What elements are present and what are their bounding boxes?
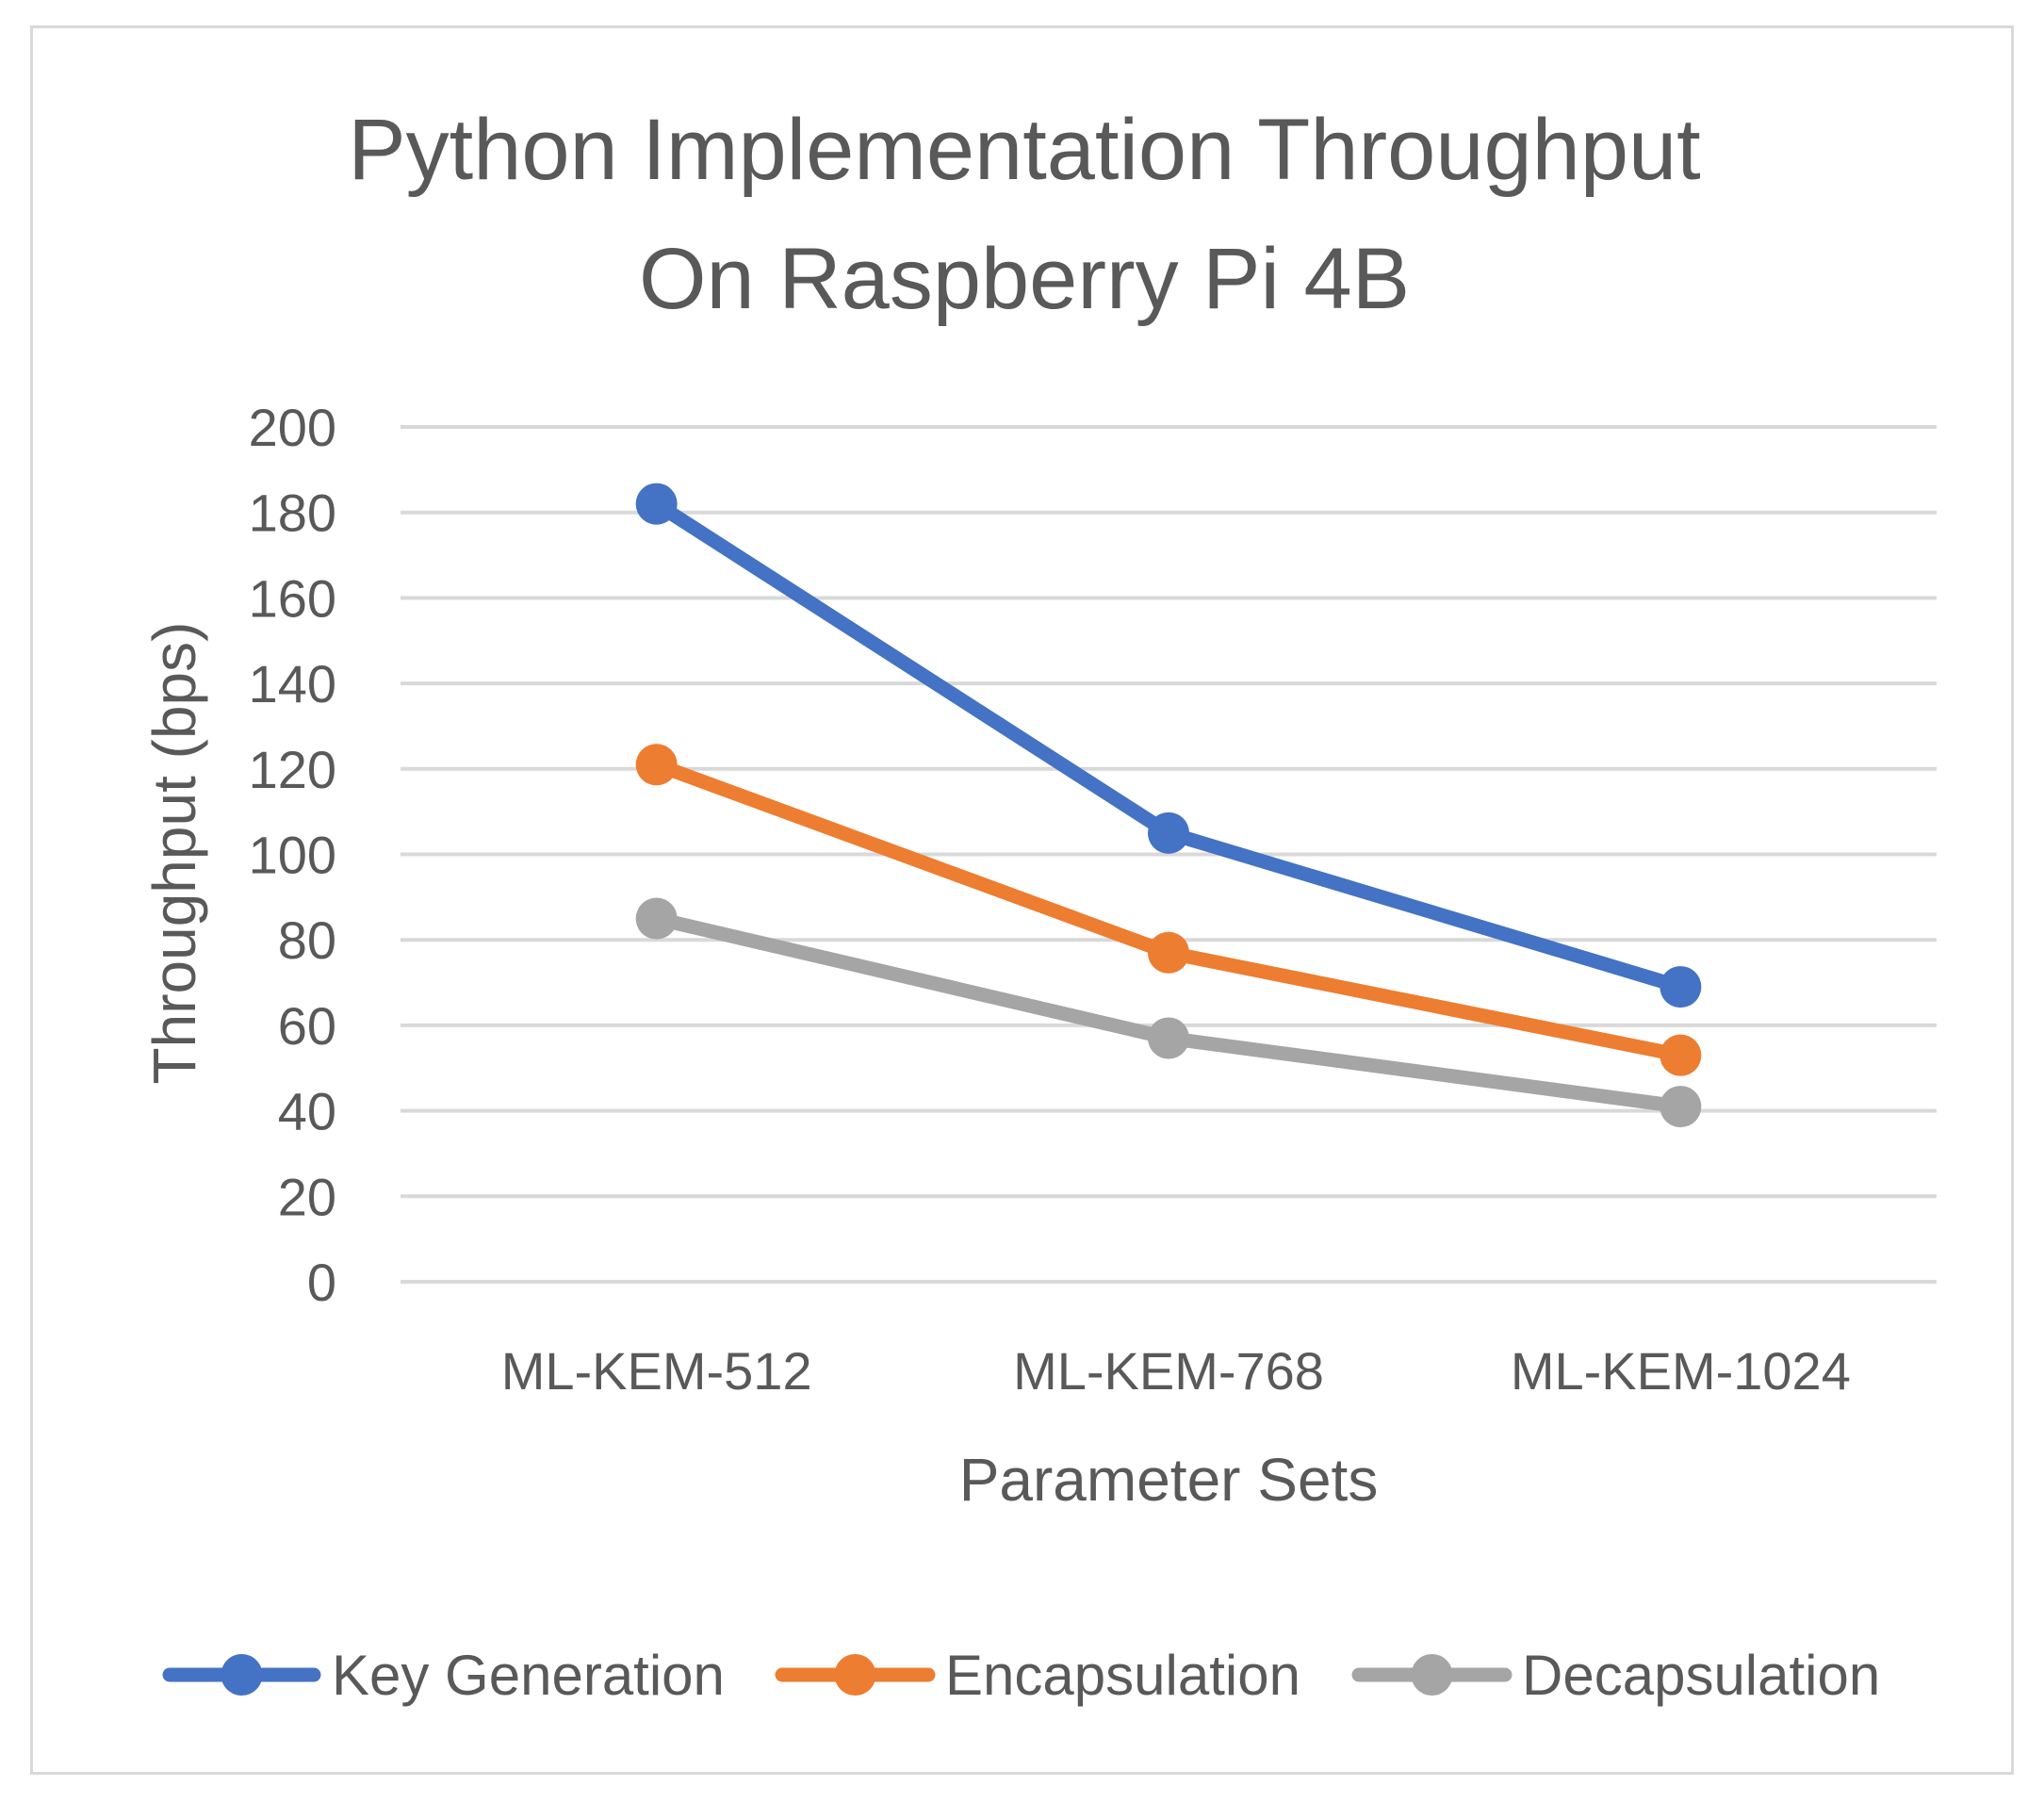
legend-item: Decapsulation xyxy=(1351,1644,1880,1707)
x-axis-title: Parameter Sets xyxy=(959,1446,1379,1514)
y-tick-label: 60 xyxy=(278,996,336,1056)
legend-swatch-marker xyxy=(834,1654,876,1696)
y-tick-label: 100 xyxy=(249,826,336,885)
legend-label: Decapsulation xyxy=(1522,1644,1880,1707)
data-point xyxy=(1660,1034,1702,1076)
data-point xyxy=(1660,1086,1702,1128)
legend-item: Key Generation xyxy=(162,1644,725,1707)
legend-label: Key Generation xyxy=(332,1644,725,1707)
chart-title-line-2: On Raspberry Pi 4B xyxy=(639,231,1410,327)
y-axis-ticks: 0 20 40 60 80 100 120 140 160 180 200 xyxy=(249,398,336,1312)
chart-title-line-1: Python Implementation Throughput xyxy=(348,102,1700,198)
data-point xyxy=(1660,966,1702,1008)
gridlines xyxy=(401,425,1937,1284)
x-tick-label: ML-KEM-512 xyxy=(501,1341,812,1401)
data-point xyxy=(1148,811,1189,854)
y-tick-label: 180 xyxy=(249,484,336,543)
y-tick-label: 160 xyxy=(249,568,336,628)
legend-swatch-marker xyxy=(221,1654,263,1696)
x-tick-label: ML-KEM-1024 xyxy=(1511,1341,1851,1401)
x-tick-label: ML-KEM-768 xyxy=(1013,1341,1324,1401)
x-axis-ticks: ML-KEM-512 ML-KEM-768 ML-KEM-1024 xyxy=(501,1341,1851,1401)
chart-title: Python Implementation Throughput On Rasp… xyxy=(348,102,1700,327)
series-decapsulation xyxy=(635,897,1702,1128)
y-tick-label: 200 xyxy=(249,398,336,457)
series-line xyxy=(649,497,1688,994)
y-tick-label: 20 xyxy=(278,1167,336,1226)
y-tick-label: 80 xyxy=(278,910,336,970)
y-tick-label: 120 xyxy=(249,740,336,799)
legend-swatch-marker xyxy=(1411,1654,1453,1696)
y-tick-label: 40 xyxy=(278,1082,336,1141)
data-point xyxy=(1148,1017,1189,1059)
data-point xyxy=(635,483,678,525)
series-line xyxy=(649,757,1688,1063)
y-tick-label: 140 xyxy=(249,654,336,713)
y-tick-label: 0 xyxy=(307,1253,336,1312)
y-axis-title: Throughput (bps) xyxy=(140,622,208,1085)
data-point xyxy=(1148,931,1189,974)
series-encapsulation xyxy=(635,744,1702,1076)
legend-item: Encapsulation xyxy=(775,1644,1300,1707)
legend: Key Generation Encapsulation Decapsulation xyxy=(162,1644,1880,1707)
series-lines xyxy=(635,483,1702,1128)
legend-label: Encapsulation xyxy=(945,1644,1300,1707)
data-point xyxy=(635,897,678,940)
data-point xyxy=(635,744,678,786)
series-key-generation xyxy=(635,483,1702,1008)
